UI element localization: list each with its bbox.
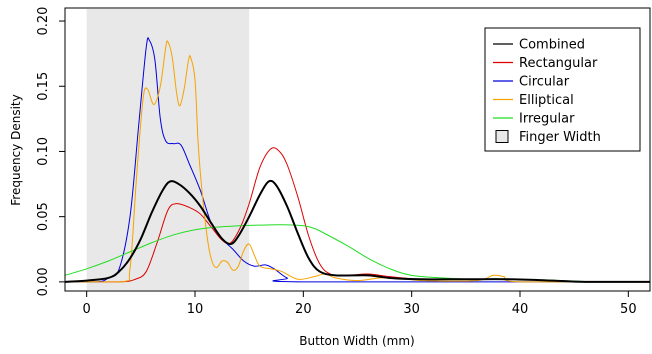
x-tick-label: 40	[512, 302, 529, 317]
y-tick-label: 0.10	[36, 137, 51, 166]
y-axis: 0.00 0.05 0.10 0.15 0.20	[36, 7, 66, 296]
y-axis-title: Frequency Density	[9, 94, 23, 205]
legend: Combined Rectangular Circular Elliptical Irr…	[484, 27, 641, 152]
x-tick-label: 0	[83, 302, 91, 317]
legend-label-elliptical: Elliptical	[519, 93, 574, 108]
legend-label-rectangular: Rectangular	[519, 56, 598, 71]
x-axis-title: Button Width (mm)	[299, 334, 414, 348]
y-tick-label: 0.00	[36, 267, 51, 296]
legend-swatch-finger-width	[495, 130, 509, 143]
y-tick-label: 0.15	[36, 72, 51, 101]
series-line-combined	[64, 179, 650, 283]
y-tick-label: 0.20	[36, 7, 51, 36]
x-tick-label: 10	[187, 302, 204, 317]
legend-label-combined: Combined	[519, 38, 585, 53]
legend-box	[484, 27, 641, 152]
legend-label-circular: Circular	[519, 75, 570, 90]
series-layer	[64, 37, 650, 283]
x-tick-label: 20	[295, 302, 312, 317]
x-tick-label: 50	[620, 302, 637, 317]
y-tick-label: 0.05	[36, 202, 51, 231]
shaded-region-layer	[86, 9, 250, 290]
series-line-elliptical	[65, 40, 650, 283]
x-axis: 0 10 20 30 40 50	[83, 290, 637, 317]
finger-width-region	[86, 9, 250, 290]
legend-label-irregular: Irregular	[519, 112, 575, 127]
x-tick-label: 30	[403, 302, 420, 317]
legend-label-finger-width: Finger Width	[519, 130, 601, 145]
series-line-circular	[65, 37, 650, 283]
